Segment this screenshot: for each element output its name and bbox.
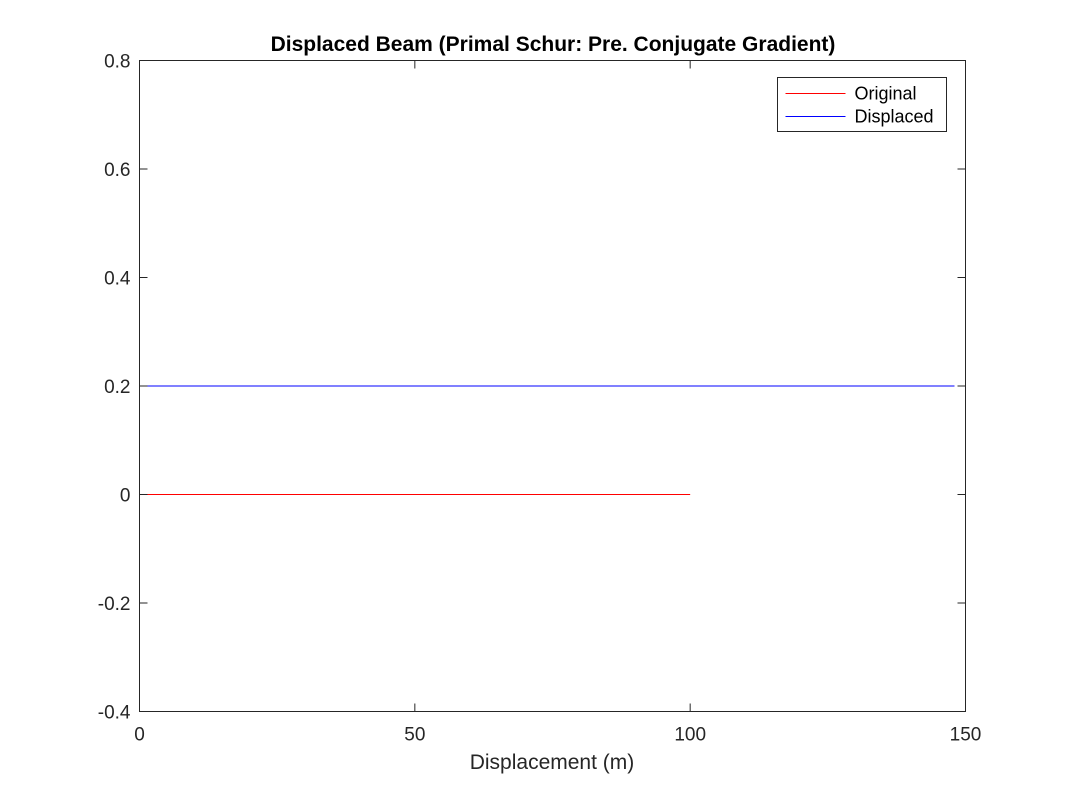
legend: Original Displaced [777, 77, 947, 132]
y-tick-label: 0.8 [104, 52, 130, 73]
y-axis: -0.4 -0.2 0 0.2 0.4 0.6 0.8 [98, 52, 966, 724]
x-tick-label: 100 [674, 725, 706, 746]
plot-area [139, 60, 966, 712]
y-tick-label: 0 [120, 486, 131, 507]
y-tick-label: 0.2 [104, 377, 130, 398]
x-tick-label: 0 [134, 725, 145, 746]
y-tick-label: -0.4 [98, 703, 131, 724]
chart-title: Displaced Beam (Primal Schur: Pre. Conju… [271, 33, 836, 56]
x-tick-label: 150 [950, 725, 982, 746]
y-tick-label: 0.4 [104, 269, 131, 290]
y-tick-label: 0.6 [104, 160, 130, 181]
x-axis: 0 50 100 150 [134, 60, 982, 746]
legend-box [777, 77, 947, 132]
x-tick-label: 50 [404, 725, 425, 746]
legend-label-original: Original [855, 84, 917, 104]
x-axis-label: Displacement (m) [470, 751, 635, 774]
y-tick-label: -0.2 [98, 594, 131, 615]
legend-label-displaced: Displaced [855, 107, 934, 127]
